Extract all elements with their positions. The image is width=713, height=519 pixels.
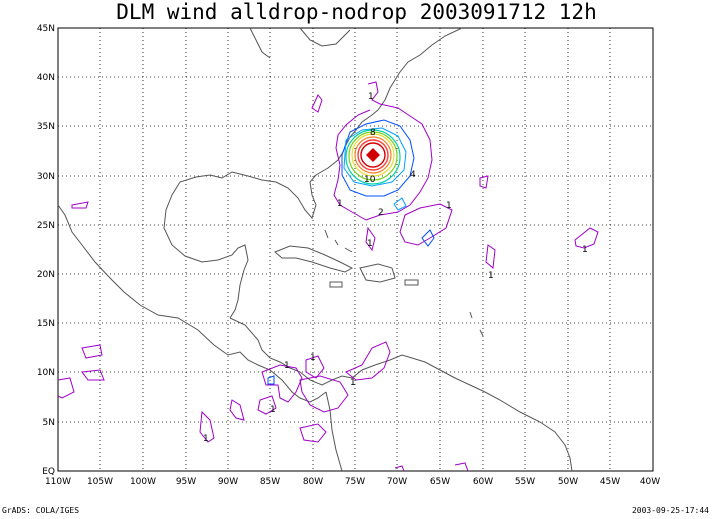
lon-label: 50W bbox=[558, 477, 578, 487]
lat-axis-labels: 45N 40N 35N 30N 25N 20N 15N 10N 5N EQ bbox=[37, 24, 55, 477]
contours-level-1 bbox=[57, 81, 599, 472]
lon-label: 70W bbox=[387, 477, 407, 487]
lat-label: 45N bbox=[37, 24, 55, 34]
lon-label: 55W bbox=[515, 477, 535, 487]
contour-label: 8 bbox=[370, 128, 376, 138]
contour-label: 1 bbox=[446, 201, 452, 211]
lon-label: 105W bbox=[87, 477, 113, 487]
contour-label: 1 bbox=[270, 405, 276, 415]
contours-level-7 bbox=[354, 136, 392, 174]
lat-label: 10N bbox=[37, 368, 55, 378]
footer-credit: GrADS: COLA/IGES bbox=[2, 506, 80, 515]
lon-label: 80W bbox=[303, 477, 323, 487]
contour-label: 4 bbox=[410, 170, 416, 180]
contour-label: 1 bbox=[203, 434, 209, 444]
lat-label: 25N bbox=[37, 221, 55, 231]
contour-labels: 1 1 1 1 1 1 1 1 1 1 1 2 4 8 10 bbox=[203, 92, 588, 444]
lon-label: 110W bbox=[45, 477, 71, 487]
lon-label: 45W bbox=[600, 477, 620, 487]
contour-label: 1 bbox=[310, 353, 316, 363]
contour-label: 10 bbox=[364, 175, 376, 185]
lon-label: 40W bbox=[640, 477, 660, 487]
contours-level-3 bbox=[343, 127, 407, 211]
map-title: DLM wind alldrop-nodrop 2003091712 12h bbox=[116, 0, 597, 24]
gridlines bbox=[58, 28, 653, 471]
lat-label: 20N bbox=[37, 270, 55, 280]
contour-label: 1 bbox=[582, 245, 588, 255]
contour-label: 1 bbox=[350, 378, 356, 388]
lon-label: 95W bbox=[176, 477, 196, 487]
contour-label: 1 bbox=[337, 199, 343, 209]
contour-label: 1 bbox=[284, 361, 290, 371]
contours-level-8 bbox=[357, 139, 389, 171]
lat-label: 30N bbox=[37, 172, 55, 182]
lon-label: 100W bbox=[130, 477, 156, 487]
lat-label: EQ bbox=[42, 467, 55, 477]
lat-label: 5N bbox=[43, 418, 55, 428]
contours-level-4 bbox=[345, 129, 401, 185]
contours-level-5 bbox=[348, 131, 398, 181]
coastlines bbox=[57, 27, 573, 472]
lon-label: 90W bbox=[218, 477, 238, 487]
footer-timestamp: 2003-09-25-17:44 bbox=[631, 506, 709, 515]
contour-label: 1 bbox=[488, 271, 494, 281]
lon-label: 75W bbox=[345, 477, 365, 487]
lat-label: 40N bbox=[37, 73, 55, 83]
contour-label: 2 bbox=[378, 208, 384, 218]
contours-level-9 bbox=[360, 142, 386, 168]
plot-frame bbox=[57, 27, 654, 472]
contour-label: 1 bbox=[368, 92, 374, 102]
lon-label: 60W bbox=[473, 477, 493, 487]
lat-label: 15N bbox=[37, 319, 55, 329]
lon-axis-labels: 110W 105W 100W 95W 90W 85W 80W 75W 70W 6… bbox=[45, 477, 660, 487]
lon-label: 65W bbox=[430, 477, 450, 487]
contours-level-6 bbox=[351, 133, 395, 177]
contour-label: 1 bbox=[367, 239, 373, 249]
lon-label: 85W bbox=[260, 477, 280, 487]
contours-level-2 bbox=[267, 119, 435, 385]
lat-label: 35N bbox=[37, 122, 55, 132]
